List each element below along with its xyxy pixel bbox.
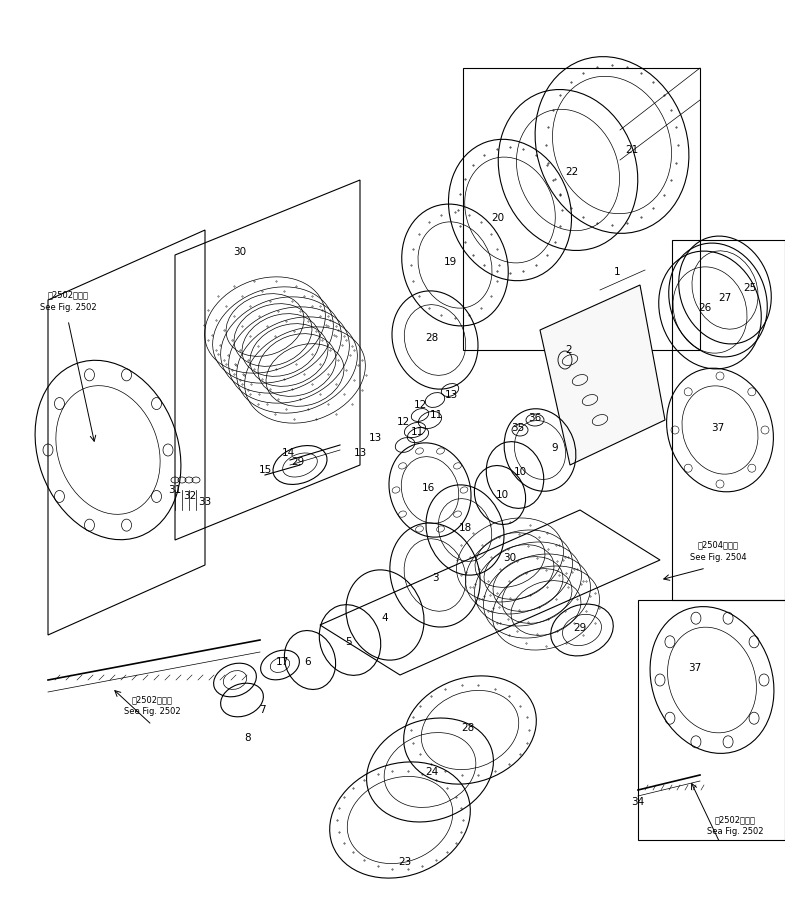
Text: 6: 6 (305, 657, 312, 667)
Text: 第2502図参照: 第2502図参照 (48, 290, 89, 299)
Text: 27: 27 (718, 293, 732, 303)
Text: 5: 5 (345, 637, 352, 647)
Text: 29: 29 (291, 457, 305, 467)
Text: 21: 21 (626, 145, 639, 155)
Text: 13: 13 (444, 390, 458, 400)
Text: 4: 4 (382, 613, 389, 623)
Text: 33: 33 (199, 497, 212, 507)
Text: 第2502図参照: 第2502図参照 (132, 695, 173, 705)
Text: 1: 1 (614, 267, 620, 277)
Text: 20: 20 (491, 213, 505, 223)
Polygon shape (540, 285, 665, 465)
Text: 第2504図参照: 第2504図参照 (698, 541, 739, 550)
Text: 8: 8 (245, 733, 251, 743)
Text: 32: 32 (184, 491, 196, 501)
Text: 24: 24 (425, 767, 439, 777)
Text: 28: 28 (462, 723, 475, 733)
Text: Sea Fig. 2502: Sea Fig. 2502 (706, 827, 763, 836)
Text: 10: 10 (513, 467, 527, 477)
Text: 13: 13 (353, 448, 367, 458)
Text: 18: 18 (458, 523, 472, 533)
Text: 11: 11 (411, 427, 424, 437)
Text: 2: 2 (566, 345, 572, 355)
Text: 17: 17 (276, 657, 289, 667)
Text: 28: 28 (425, 333, 439, 343)
Text: 12: 12 (414, 400, 426, 410)
Text: 34: 34 (631, 797, 644, 807)
Text: 29: 29 (573, 623, 586, 633)
Text: 25: 25 (743, 283, 757, 293)
Text: 16: 16 (422, 483, 435, 493)
Text: 12: 12 (396, 417, 410, 427)
Text: See Fig. 2502: See Fig. 2502 (40, 303, 97, 311)
Text: 9: 9 (552, 443, 558, 453)
Text: 30: 30 (503, 553, 517, 563)
Text: 36: 36 (528, 413, 542, 423)
Text: 23: 23 (398, 857, 411, 867)
Text: 22: 22 (565, 167, 579, 177)
Text: See Fig. 2502: See Fig. 2502 (124, 707, 181, 716)
Text: 15: 15 (258, 465, 272, 475)
Text: See Fig. 2504: See Fig. 2504 (690, 553, 747, 562)
Text: 13: 13 (368, 433, 382, 443)
Text: 7: 7 (259, 705, 265, 715)
Text: 31: 31 (168, 485, 181, 495)
Text: 11: 11 (429, 410, 443, 420)
Text: 14: 14 (281, 448, 294, 458)
Text: 第2502図参照: 第2502図参照 (714, 815, 755, 824)
Text: 3: 3 (432, 573, 438, 583)
Text: 10: 10 (495, 490, 509, 500)
Text: 37: 37 (711, 423, 725, 433)
Text: 37: 37 (688, 663, 702, 673)
Text: 30: 30 (233, 247, 246, 257)
Text: 19: 19 (444, 257, 457, 267)
Text: 35: 35 (511, 423, 524, 433)
Text: 26: 26 (699, 303, 712, 313)
